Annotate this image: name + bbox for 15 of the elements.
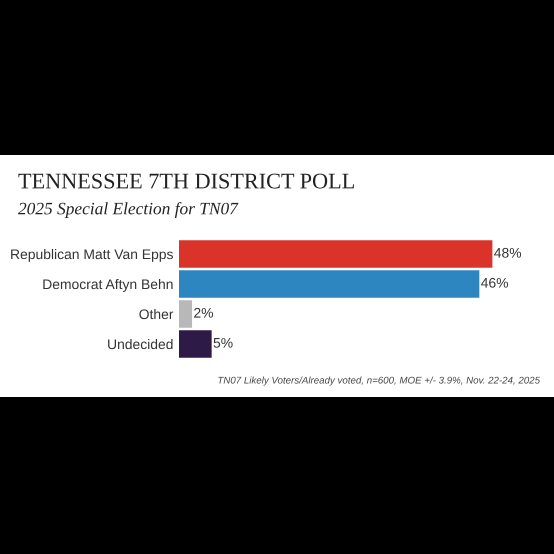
y-tick-label: Republican Matt Van Epps [11,248,173,262]
data-label: 2% [194,308,214,318]
chart-title: TENNESSEE 7TH DISTRICT POLL [18,174,354,189]
bar [179,300,192,328]
chart-subtitle: 2025 Special Election for TN07 [18,202,238,218]
bar [179,330,212,358]
y-tick-label: Democrat Aftyn Behn [43,278,173,292]
bar [179,270,480,298]
y-tick-label: Other [139,308,174,320]
data-label: 46% [481,278,508,288]
data-label: 48% [494,248,522,258]
bar [179,240,492,268]
text: TN07 Likely Voters/Already voted, n=600, MOE +/- 3.9%, Nov. 22-24, 2025 [218,376,540,386]
y-tick-label: Undecided [108,338,173,350]
data-label: 5% [214,338,233,348]
